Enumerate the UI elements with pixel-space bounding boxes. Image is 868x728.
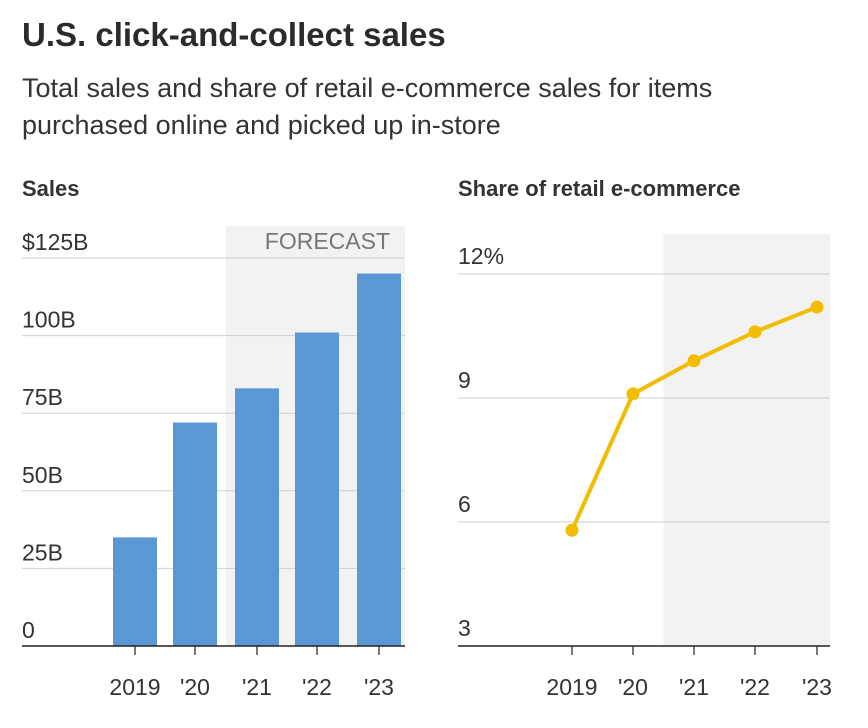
y-tick-label: 6 (458, 491, 471, 517)
data-point (810, 300, 824, 314)
y-tick-label: 75B (22, 384, 63, 410)
data-point (748, 325, 762, 339)
bar (295, 332, 339, 646)
forecast-label: FORECAST (265, 228, 390, 254)
share-panel-title: Share of retail e-commerce (458, 176, 741, 201)
x-tick-label: '20 (618, 674, 648, 700)
sales-bar-chart: FORECAST 0 25B 50B 75B 100B $125B 2019 '20 '21 '22… (22, 226, 405, 700)
y-tick-label: 0 (22, 617, 35, 643)
y-tick-label: 25B (22, 539, 63, 565)
data-point (626, 387, 640, 401)
y-tick-label: 9 (458, 367, 471, 393)
y-tick-label: 100B (22, 307, 76, 333)
x-tick-label: 2019 (546, 674, 597, 700)
chart-title: U.S. click-and-collect sales (22, 16, 446, 53)
x-tick-label: '23 (364, 674, 394, 700)
data-point (565, 523, 579, 537)
bar (113, 537, 157, 646)
x-tick-label: '22 (302, 674, 332, 700)
bar (173, 422, 217, 646)
y-tick-label: 50B (22, 462, 63, 488)
x-tick-label: '21 (679, 674, 709, 700)
x-tick-label: '23 (802, 674, 832, 700)
data-point (687, 354, 701, 368)
sales-panel-title: Sales (22, 176, 80, 201)
x-tick-label: 2019 (109, 674, 160, 700)
bar (357, 273, 401, 646)
x-tick-label: '21 (242, 674, 272, 700)
bar (235, 388, 279, 646)
y-tick-label: 12% (458, 243, 504, 269)
share-line-chart: 3 6 9 12% 2019 '20 '21 '22 '23 (458, 234, 832, 700)
y-tick-label: 3 (458, 615, 471, 641)
y-tick-label: $125B (22, 229, 89, 255)
chart-subtitle: Total sales and share of retail e-commer… (22, 73, 713, 140)
forecast-shade (663, 234, 830, 646)
x-tick-label: '22 (740, 674, 770, 700)
x-tick-label: '20 (180, 674, 210, 700)
